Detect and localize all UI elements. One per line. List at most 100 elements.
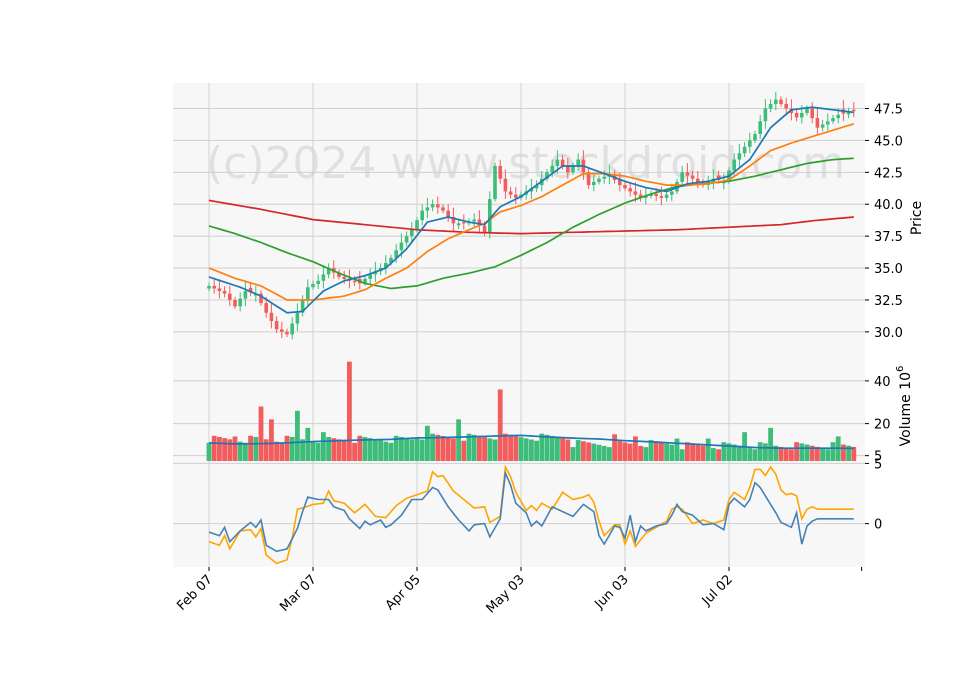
candle-body bbox=[399, 242, 404, 251]
price-panel-background bbox=[173, 83, 865, 351]
volume-bar bbox=[549, 436, 555, 461]
volume-bar bbox=[253, 436, 259, 461]
candle-body bbox=[352, 280, 357, 283]
volume-bar bbox=[336, 439, 342, 461]
volume-bar bbox=[747, 448, 753, 461]
volume-bar bbox=[841, 444, 846, 461]
volume-bar bbox=[664, 443, 669, 461]
volume-bar bbox=[633, 436, 638, 461]
candle-body bbox=[534, 185, 539, 189]
candle-body bbox=[394, 250, 398, 258]
candle-body bbox=[326, 268, 331, 275]
date-tick-label: May 03 bbox=[484, 572, 528, 616]
volume-bar bbox=[331, 438, 337, 461]
volume-bar bbox=[778, 446, 784, 461]
date-tick-label: Feb 07 bbox=[174, 572, 216, 614]
price-panel: (c)2024 www.stockdroid.com 30.032.535.03… bbox=[173, 83, 925, 351]
price-tick-label: 30.0 bbox=[874, 326, 903, 341]
volume-bar bbox=[513, 436, 519, 461]
volume-bar bbox=[378, 440, 383, 461]
candle-body bbox=[446, 210, 450, 217]
candle-body bbox=[300, 299, 305, 313]
candle-body bbox=[493, 165, 497, 200]
volume-bar bbox=[295, 410, 300, 461]
volume-bar bbox=[653, 441, 659, 461]
volume-bar bbox=[367, 438, 373, 461]
candle-body bbox=[259, 293, 263, 304]
volume-bar bbox=[799, 443, 805, 461]
volume-bar bbox=[809, 445, 815, 461]
oscillator-tick-label: 5 bbox=[874, 457, 882, 472]
volume-bar bbox=[815, 446, 820, 461]
volume-bar bbox=[206, 442, 212, 461]
volume-bar bbox=[555, 437, 560, 461]
candle-body bbox=[690, 175, 695, 179]
volume-bar bbox=[638, 445, 643, 461]
volume-bar bbox=[300, 439, 305, 461]
volume-bar bbox=[471, 434, 477, 461]
candle-body bbox=[233, 299, 237, 307]
candle-body bbox=[436, 204, 440, 208]
candle-body bbox=[597, 178, 601, 182]
candle-body bbox=[290, 323, 294, 335]
volume-bar bbox=[269, 419, 274, 461]
volume-bar bbox=[575, 440, 581, 461]
candle-body bbox=[269, 312, 274, 322]
oscillator-y-ticks: 05 bbox=[865, 457, 882, 533]
candle-body bbox=[295, 312, 300, 324]
candle-body bbox=[670, 191, 674, 195]
volume-bar bbox=[757, 442, 763, 461]
volume-bar bbox=[773, 445, 779, 461]
volume-bar bbox=[321, 432, 326, 461]
volume-bar bbox=[274, 441, 279, 461]
price-tick-label: 47.5 bbox=[874, 103, 903, 118]
volume-bar bbox=[211, 435, 217, 461]
volume-bar bbox=[373, 439, 378, 461]
candle-body bbox=[306, 287, 310, 300]
volume-bar bbox=[570, 447, 576, 461]
volume-bar bbox=[492, 439, 498, 461]
candle-body bbox=[571, 165, 575, 173]
volume-bar bbox=[518, 437, 524, 461]
candle-body bbox=[316, 280, 320, 284]
candle-body bbox=[685, 172, 690, 176]
candle-body bbox=[498, 165, 502, 179]
volume-bar bbox=[237, 441, 243, 461]
candle-body bbox=[274, 321, 279, 330]
candle-body bbox=[238, 298, 242, 307]
volume-bar bbox=[388, 442, 394, 461]
candle-body bbox=[545, 172, 549, 179]
volume-bar bbox=[232, 436, 238, 461]
candle-body bbox=[337, 272, 341, 277]
candle-body bbox=[753, 134, 757, 141]
candle-body bbox=[794, 112, 799, 118]
candle-body bbox=[404, 236, 409, 243]
candle-body bbox=[800, 112, 804, 118]
volume-bar bbox=[508, 434, 513, 461]
candle-body bbox=[430, 204, 435, 208]
candle-body bbox=[207, 285, 211, 289]
volume-bar bbox=[534, 440, 539, 461]
date-tick-label: Mar 07 bbox=[277, 572, 320, 615]
price-tick-label: 32.5 bbox=[874, 294, 903, 309]
candle-body bbox=[742, 146, 747, 154]
date-tick-label: Jul 02 bbox=[699, 572, 736, 609]
candle-body bbox=[472, 219, 476, 222]
candle-body bbox=[560, 159, 565, 166]
candle-body bbox=[820, 124, 825, 128]
oscillator-marks bbox=[208, 464, 854, 565]
candle-body bbox=[451, 217, 456, 224]
volume-ma-line bbox=[208, 434, 854, 450]
candle-body bbox=[826, 121, 830, 125]
volume-bar bbox=[362, 436, 368, 461]
volume-bar bbox=[497, 389, 503, 461]
volume-bar bbox=[565, 439, 571, 461]
volume-marks bbox=[206, 361, 857, 461]
candle-body bbox=[649, 194, 653, 196]
candle-body bbox=[280, 329, 284, 332]
volume-bar bbox=[617, 441, 623, 461]
volume-bar bbox=[315, 442, 321, 461]
candle-body bbox=[508, 191, 513, 195]
volume-bar bbox=[305, 427, 311, 461]
candle-body bbox=[368, 274, 372, 279]
